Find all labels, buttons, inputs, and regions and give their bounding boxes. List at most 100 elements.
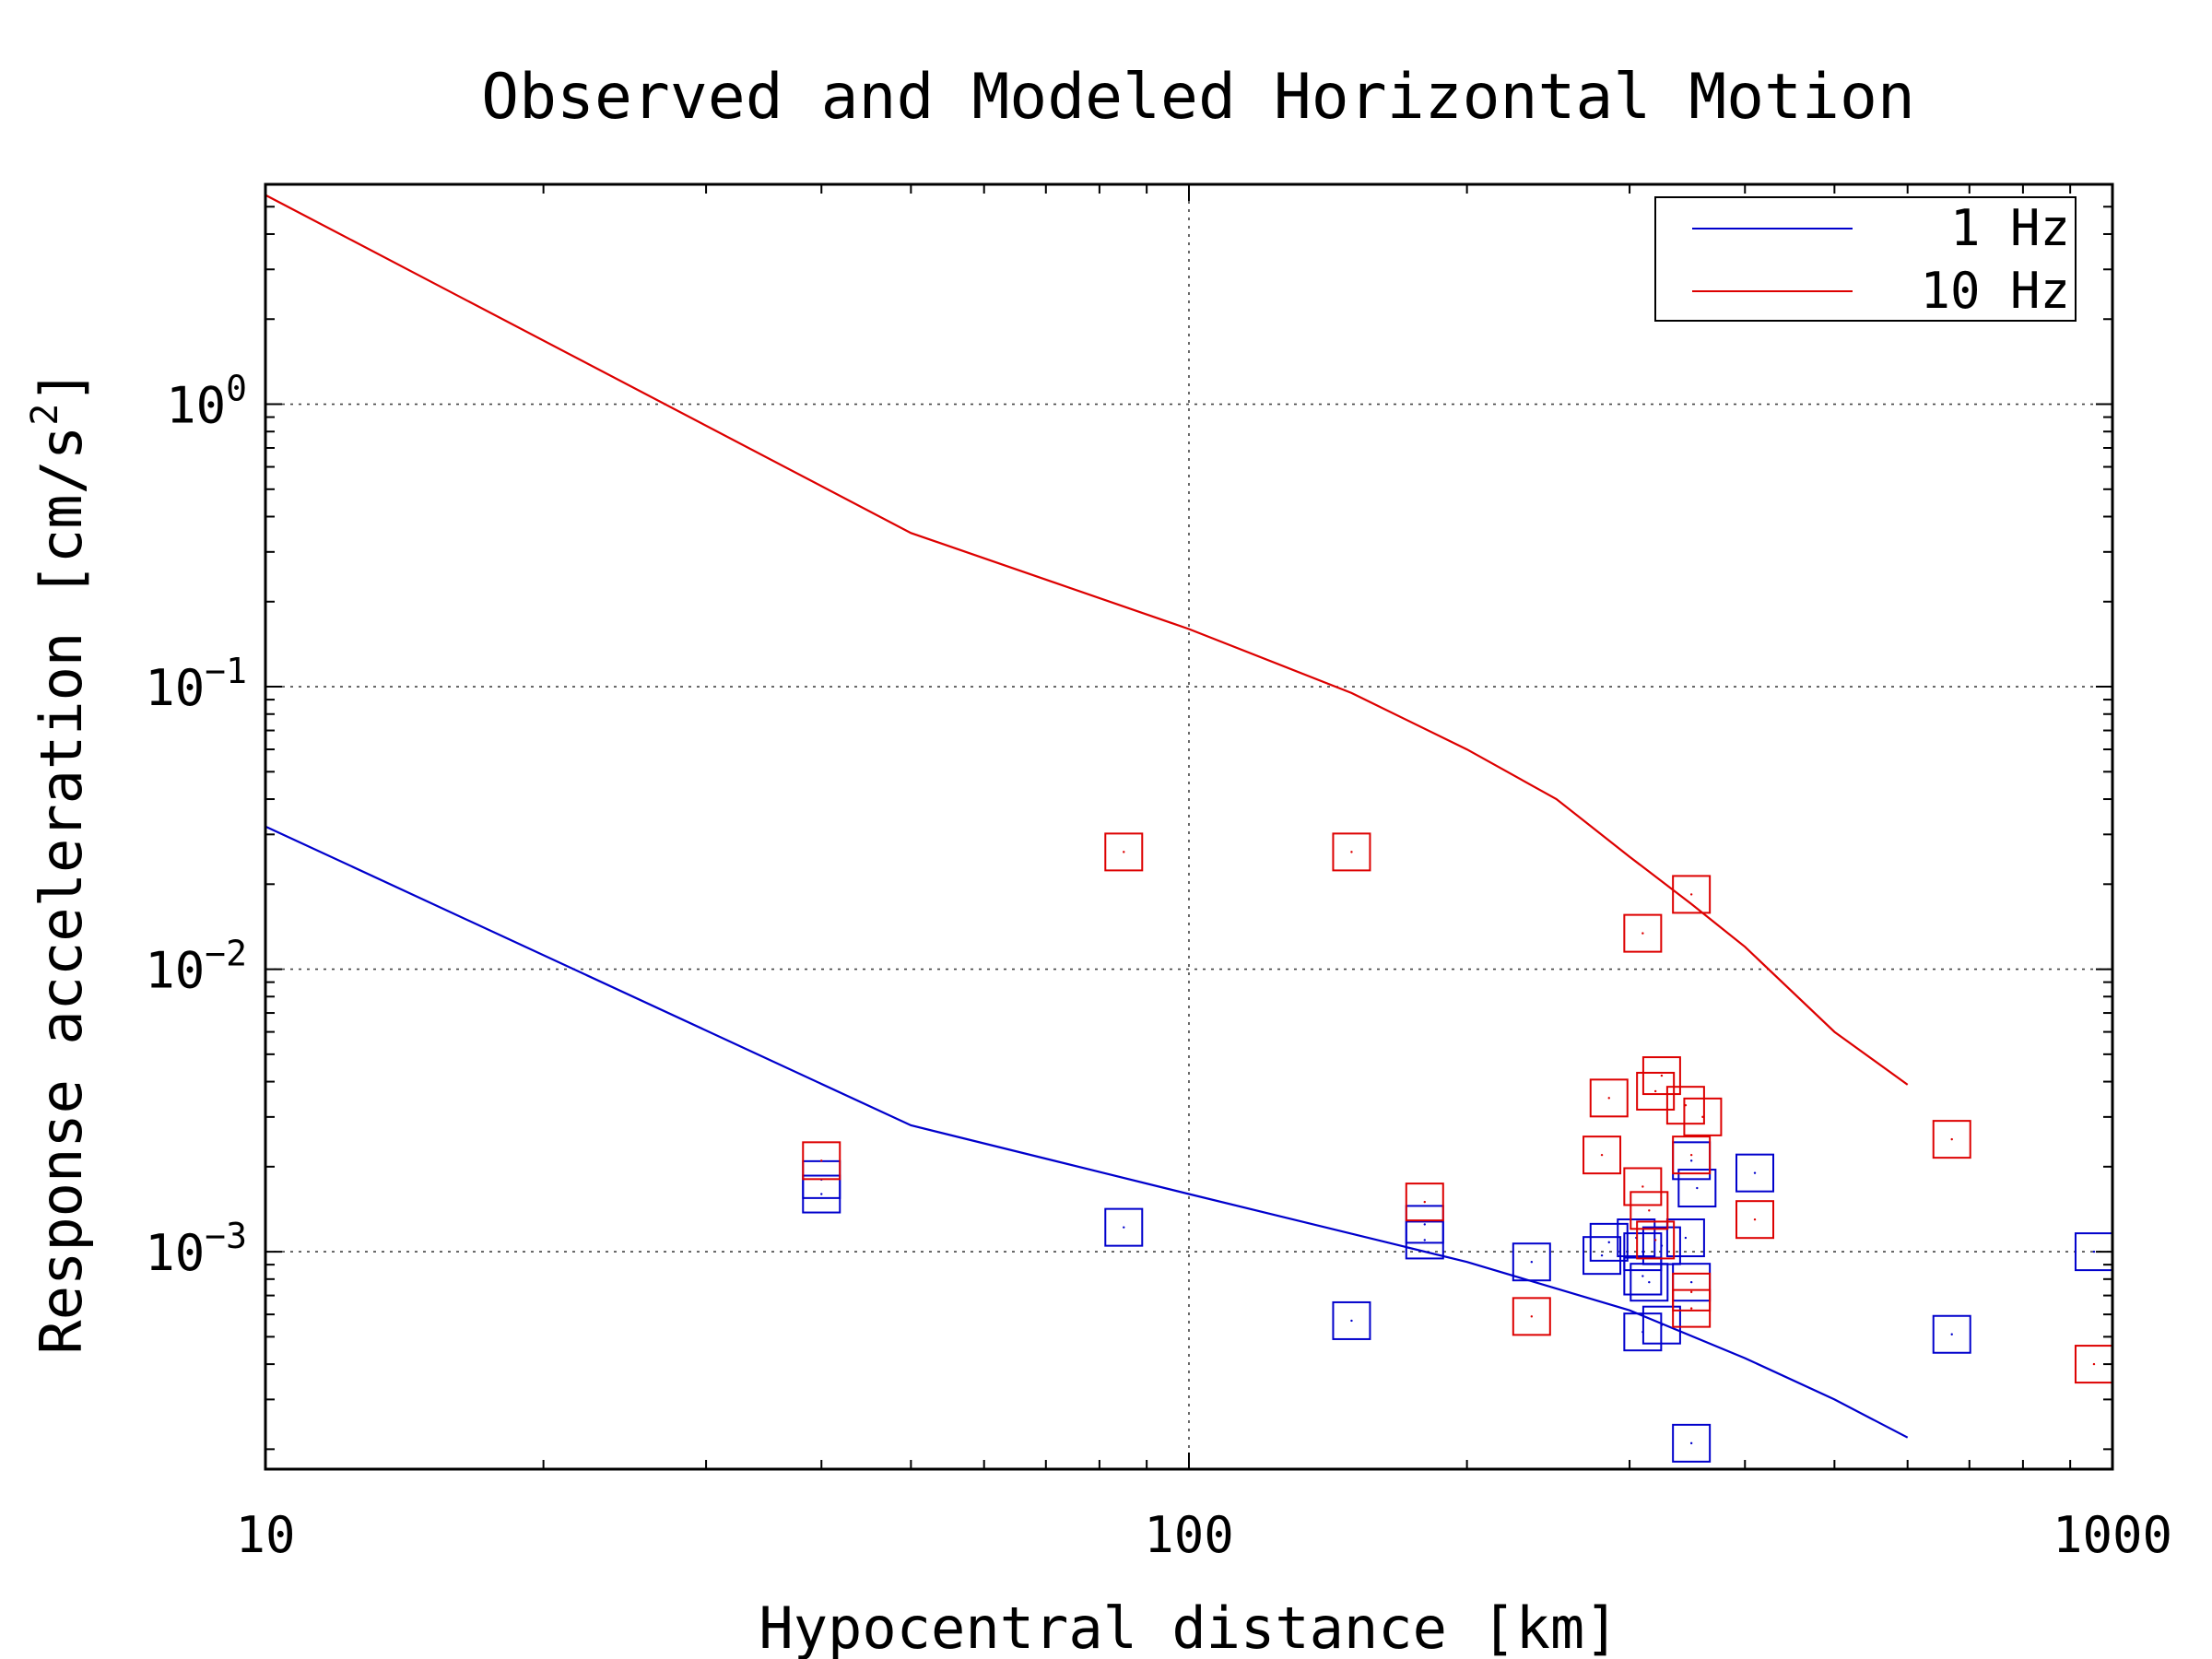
observed-marker-center-10-hz <box>1653 1239 1657 1241</box>
y-axis-label: Response acceleration [cm/s2] <box>24 369 95 1354</box>
observed-marker-center-1-hz <box>820 1193 823 1195</box>
observed-marker-center-10-hz <box>1689 893 1693 896</box>
observed-marker-center-1-hz <box>1423 1239 1426 1241</box>
y-tick-label: 10−3 <box>145 1216 247 1282</box>
x-tick-label: 100 <box>1144 1506 1234 1564</box>
observed-marker-center-1-hz <box>1696 1186 1699 1190</box>
observed-marker-10-hz <box>1630 1191 1669 1230</box>
observed-marker-center-10-hz <box>1701 1115 1704 1119</box>
observed-marker-1-hz <box>1672 1423 1712 1463</box>
model-line-10-hz <box>265 194 1909 1086</box>
observed-marker-center-1-hz <box>2092 1250 2096 1253</box>
observed-marker-center-10-hz <box>1350 851 1353 853</box>
plot-frame <box>264 182 2114 1471</box>
observed-marker-center-10-hz <box>1950 1137 1953 1141</box>
observed-marker-10-hz <box>1636 1071 1676 1111</box>
y-tick-label-base: 10 <box>145 659 205 717</box>
legend-label-1-hz: 1 Hz <box>1950 199 2070 257</box>
observed-marker-10-hz <box>1332 832 1371 872</box>
observed-marker-10-hz <box>1583 1135 1622 1175</box>
observed-marker-center-1-hz <box>1660 1324 1664 1326</box>
observed-marker-center-1-hz <box>1600 1253 1604 1257</box>
y-tick-label: 10−2 <box>145 934 247 1000</box>
observed-marker-center-1-hz <box>1753 1171 1757 1174</box>
y-tick-label: 100 <box>166 369 247 435</box>
observed-marker-center-10-hz <box>2092 1362 2096 1366</box>
observed-marker-10-hz <box>1672 1288 1712 1328</box>
observed-marker-1-hz <box>1641 1226 1681 1265</box>
observed-marker-center-1-hz <box>1689 1159 1693 1162</box>
x-tick-label: 1000 <box>2053 1506 2172 1564</box>
x-axis-label: Hypocentral distance [km] <box>759 1594 1618 1659</box>
observed-marker-10-hz <box>1672 875 1712 914</box>
observed-marker-center-10-hz <box>1123 851 1125 853</box>
observed-marker-10-hz <box>1683 1097 1723 1136</box>
observed-marker-10-hz <box>1665 1086 1705 1125</box>
y-tick-label-exponent: −3 <box>205 1216 247 1256</box>
observed-marker-1-hz <box>802 1174 841 1214</box>
observed-marker-center-10-hz <box>1648 1209 1651 1212</box>
observed-marker-center-1-hz <box>1689 1280 1693 1284</box>
observed-marker-center-1-hz <box>1123 1226 1125 1229</box>
observed-marker-center-1-hz <box>1950 1333 1953 1335</box>
legend-box <box>1654 196 2077 322</box>
y-tick-label-base: 10 <box>145 942 205 1000</box>
y-tick-label-base: 10 <box>166 377 226 435</box>
observed-marker-center-10-hz <box>820 1159 823 1162</box>
observed-marker-center-10-hz <box>1641 1185 1644 1188</box>
observed-marker-1-hz <box>1641 1305 1681 1345</box>
observed-marker-10-hz <box>1623 913 1663 953</box>
observed-marker-1-hz <box>1104 1207 1144 1247</box>
observed-marker-10-hz <box>1405 1182 1444 1222</box>
observed-marker-center-1-hz <box>1684 1236 1688 1240</box>
observed-marker-center-1-hz <box>1350 1319 1353 1323</box>
y-tick-label-base: 10 <box>145 1224 205 1282</box>
y-tick-label-exponent: −2 <box>205 934 247 974</box>
observed-marker-center-1-hz <box>1648 1280 1651 1284</box>
observed-marker-10-hz <box>1672 1135 1712 1175</box>
observed-marker-10-hz <box>1512 1297 1551 1336</box>
model-line-1-hz <box>265 825 1909 1439</box>
observed-marker-center-10-hz <box>1530 1315 1534 1318</box>
observed-marker-center-10-hz <box>1689 1153 1693 1157</box>
observed-marker-10-hz <box>1623 1167 1663 1206</box>
observed-marker-1-hz <box>1677 1169 1717 1208</box>
observed-marker-center-1-hz <box>1689 1441 1693 1445</box>
observed-marker-center-1-hz <box>1660 1244 1664 1247</box>
chart-title: Observed and Modeled Horizontal Motion <box>481 61 1915 134</box>
observed-marker-1-hz <box>1589 1222 1629 1262</box>
observed-marker-1-hz <box>1665 1218 1705 1258</box>
observed-marker-center-10-hz <box>1753 1218 1757 1221</box>
legend-label-10-hz: 10 Hz <box>1920 262 2070 320</box>
observed-marker-10-hz <box>1641 1056 1681 1096</box>
y-tick-label: 10−1 <box>145 651 247 717</box>
observed-marker-10-hz <box>802 1141 841 1181</box>
model-lines-layer <box>265 194 1909 1439</box>
observed-marker-center-1-hz <box>1423 1223 1426 1226</box>
observed-marker-10-hz <box>1104 832 1144 872</box>
observed-marker-center-10-hz <box>1653 1089 1657 1093</box>
observed-marker-1-hz <box>1405 1205 1444 1244</box>
observed-marker-center-10-hz <box>1607 1097 1610 1100</box>
observed-marker-center-1-hz <box>1530 1261 1534 1264</box>
y-axis-label-end: ] <box>28 369 95 403</box>
observed-marker-10-hz <box>1932 1120 1971 1159</box>
observed-marker-center-10-hz <box>1689 1290 1693 1294</box>
y-tick-label-exponent: −1 <box>205 651 247 691</box>
observed-marker-1-hz <box>1932 1314 1971 1354</box>
observed-marker-center-10-hz <box>1423 1200 1426 1204</box>
observed-marker-center-10-hz <box>1689 1307 1693 1310</box>
observed-marker-1-hz <box>1512 1242 1551 1282</box>
observed-marker-1-hz <box>1735 1153 1775 1193</box>
observed-marker-center-1-hz <box>1607 1241 1610 1244</box>
observed-marker-1-hz <box>1332 1300 1371 1340</box>
y-axis-label-main: Response acceleration [cm/s <box>28 426 95 1355</box>
observed-marker-center-10-hz <box>1660 1074 1664 1077</box>
plot-frame-layer <box>264 182 2114 1471</box>
y-axis-label-superscript: 2 <box>24 404 66 426</box>
observed-marker-center-10-hz <box>1641 932 1644 935</box>
y-tick-label-exponent: 0 <box>226 369 247 409</box>
